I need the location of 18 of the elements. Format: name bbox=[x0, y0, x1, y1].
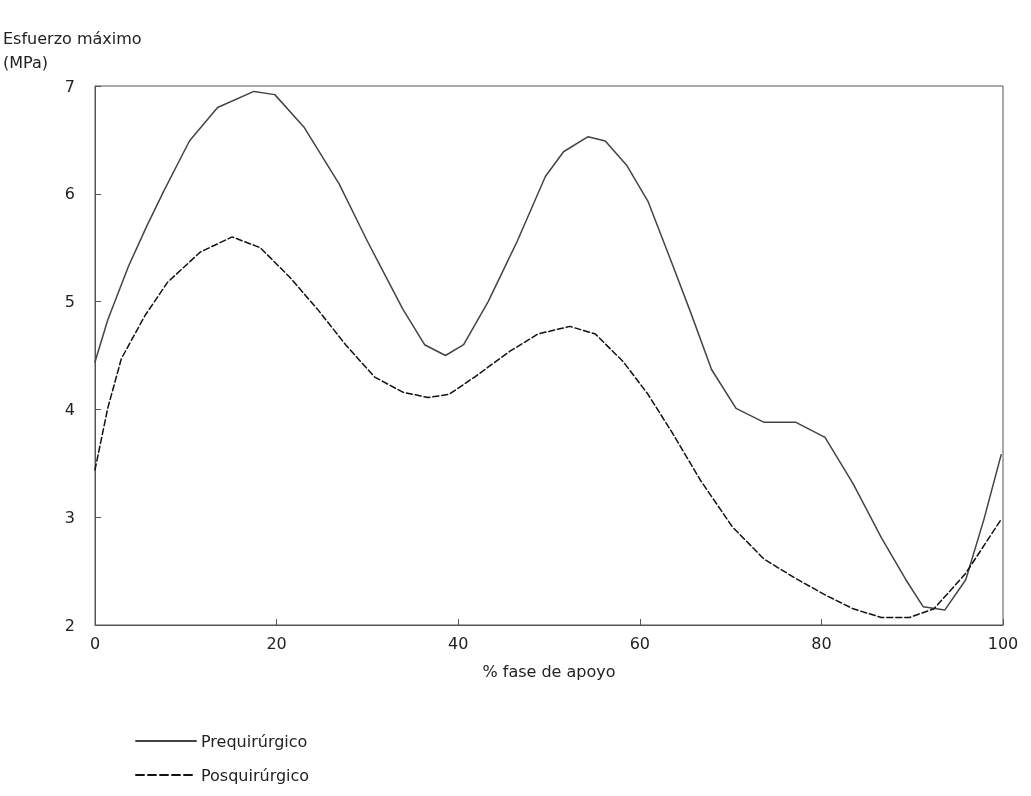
y-axis-title: Esfuerzo máximo (MPa) bbox=[3, 28, 142, 72]
y-tick-label: 6 bbox=[64, 184, 75, 204]
x-tick-label: 20 bbox=[266, 633, 287, 653]
y-tick-label: 5 bbox=[64, 292, 75, 312]
y-tick-label: 3 bbox=[64, 507, 75, 527]
x-tick-label: 60 bbox=[629, 633, 650, 653]
line-series bbox=[94, 236, 1002, 619]
x-tick-label: 40 bbox=[448, 633, 469, 653]
y-tick-label: 4 bbox=[64, 399, 75, 419]
x-tick-label: 100 bbox=[987, 633, 1019, 653]
legend-label: Prequirúrgico bbox=[201, 731, 308, 751]
line-series bbox=[94, 90, 1002, 611]
y-tick-label: 7 bbox=[64, 76, 75, 96]
y-tick-label: 2 bbox=[64, 615, 75, 635]
legend-label: Posquirúrgico bbox=[201, 765, 310, 785]
x-tick-label: 80 bbox=[811, 633, 832, 653]
x-axis-title: % fase de apoyo bbox=[482, 661, 616, 681]
x-tick-label: 0 bbox=[89, 633, 101, 653]
